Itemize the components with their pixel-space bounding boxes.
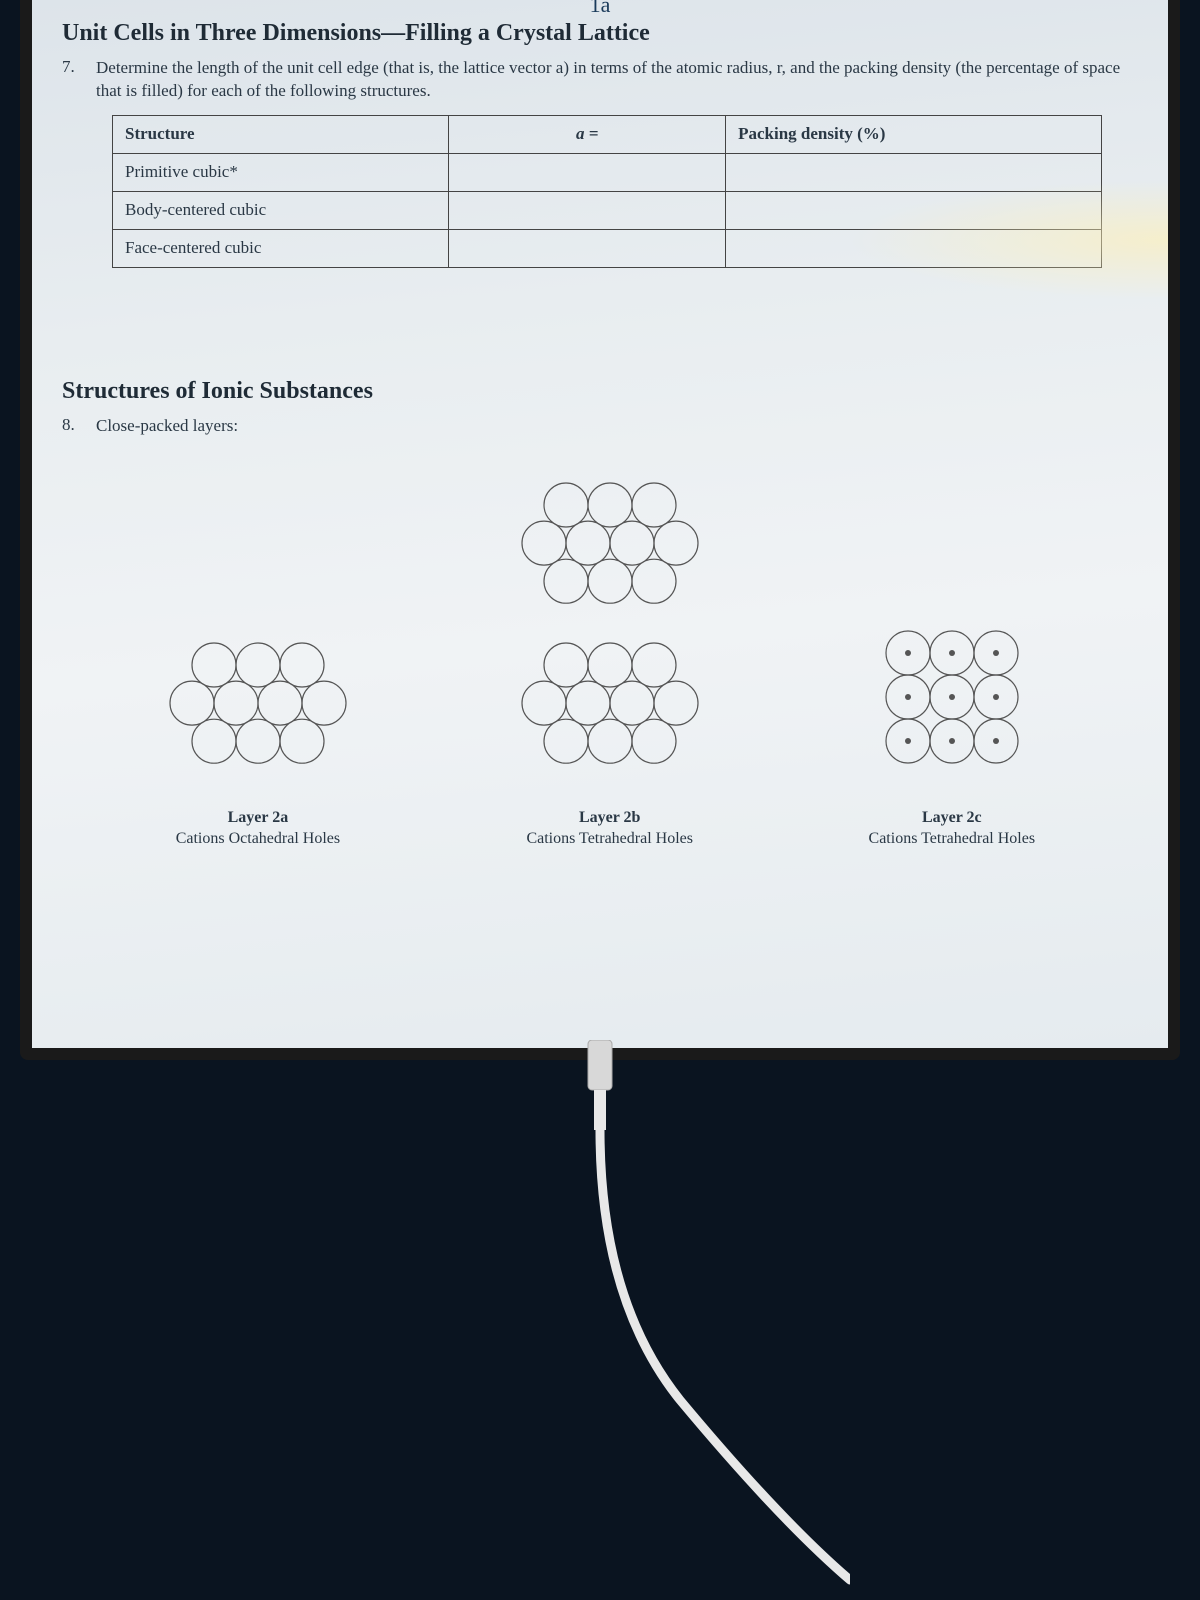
section1-title: Unit Cells in Three Dimensions—Filling a… [62, 20, 1138, 47]
th-structure: Structure [113, 115, 449, 153]
layer-2a-label: Layer 2aCations Octahedral Holes [176, 808, 340, 850]
section2-title: Structures of Ionic Substances [62, 378, 1138, 405]
layer-2b: Layer 2bCations Tetrahedral Holes [517, 478, 703, 850]
table-row: Body-centered cubic [113, 191, 1102, 229]
table-row: Face-centered cubic [113, 229, 1102, 267]
layer-2a: Layer 2aCations Octahedral Holes [165, 638, 351, 850]
diagram-row: Layer 2aCations Octahedral Holes Layer 2b… [62, 478, 1138, 850]
layer-2c-label: Layer 2cCations Tetrahedral Holes [869, 808, 1036, 850]
lattice-table: Structure a = Packing density (%) Primit… [112, 115, 1102, 268]
q7-text: Determine the length of the unit cell ed… [96, 57, 1138, 103]
hex-pack-icon [517, 478, 703, 608]
th-density: Packing density (%) [726, 115, 1102, 153]
layer-2c: Layer 2cCations Tetrahedral Holes [869, 626, 1036, 850]
hex-pack-icon [517, 638, 703, 768]
q8-text: Close-packed layers: [96, 415, 1138, 438]
table-header-row: Structure a = Packing density (%) [113, 115, 1102, 153]
q8-number: 8. [62, 415, 86, 438]
q7-number: 7. [62, 57, 86, 103]
table-row: Primitive cubic* [113, 153, 1102, 191]
question-8: 8. Close-packed layers: [62, 415, 1138, 438]
handwritten-annotation: 1a [590, 0, 611, 18]
layer-2b-label: Layer 2bCations Tetrahedral Holes [526, 808, 693, 850]
question-7: 7. Determine the length of the unit cell… [62, 57, 1138, 103]
hex-pack-icon [165, 638, 351, 768]
charging-cable [350, 1040, 850, 1600]
grid-dots-icon [881, 626, 1023, 768]
th-a: a = [449, 115, 726, 153]
worksheet-page: 1a Unit Cells in Three Dimensions—Fillin… [20, 0, 1180, 1060]
